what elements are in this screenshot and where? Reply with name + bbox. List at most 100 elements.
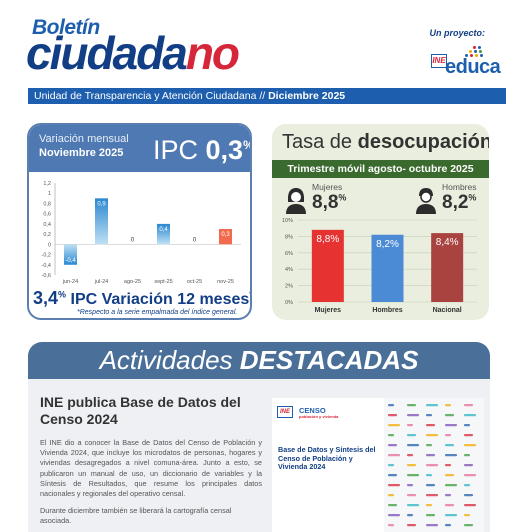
y-tick-label: 6% bbox=[285, 251, 293, 257]
unemployment-title-bold: desocupación bbox=[357, 131, 489, 153]
women-value: 8,8 bbox=[312, 192, 339, 213]
ipc-footer: 3,4% IPC Variación 12 meses* *Respecto a… bbox=[31, 288, 250, 318]
pattern-mark bbox=[407, 414, 419, 417]
y-tick-label: 0,4 bbox=[43, 222, 51, 228]
censo-cover-image: INE CENSO población y vivienda Base de D… bbox=[272, 398, 484, 532]
pattern-mark bbox=[464, 424, 470, 427]
pattern-mark bbox=[464, 514, 470, 517]
ipc-annual-text: IPC Variación 12 meses bbox=[70, 291, 250, 308]
bar bbox=[219, 229, 232, 245]
unemployment-card: Tasa de desocupación Trimestre móvil ago… bbox=[272, 124, 489, 320]
pattern-mark bbox=[445, 494, 451, 497]
x-tick-label: oct-25 bbox=[187, 279, 202, 285]
ipc-annual-title: 3,4% IPC Variación 12 meses* bbox=[33, 288, 250, 309]
pattern-mark bbox=[445, 484, 457, 487]
pattern-mark bbox=[407, 434, 416, 437]
pattern-mark bbox=[426, 504, 432, 507]
pattern-mark bbox=[407, 474, 419, 477]
pattern-mark bbox=[388, 514, 400, 517]
news-body-2: Durante diciembre también se liberará la… bbox=[40, 506, 232, 526]
pattern-mark bbox=[388, 414, 397, 417]
ipc-header: Variación mensual Noviembre 2025 IPC 0,3… bbox=[29, 125, 250, 172]
men-unit: % bbox=[468, 192, 477, 203]
bar-value-label: 8,8% bbox=[316, 234, 339, 245]
pattern-mark bbox=[464, 504, 476, 507]
ine-educa-logo: INE educa bbox=[431, 46, 501, 80]
ipc-annual-star: * bbox=[249, 290, 250, 300]
pattern-mark bbox=[426, 424, 435, 427]
bar-value-label: 0,4 bbox=[159, 227, 168, 233]
ipc-bar-chart: 1,2 1 0,8 0,6 0,4 0,2 0 -0,2 -0,4 -0,6 -0,4 jun-24 0… bbox=[42, 181, 241, 285]
activities-section: Actividades DESTACADAS INE publica Base … bbox=[28, 342, 490, 532]
y-tick-label: 8% bbox=[285, 234, 293, 240]
men-label: Hombres bbox=[442, 182, 477, 192]
bar bbox=[371, 234, 404, 302]
pattern-mark bbox=[445, 454, 457, 457]
ipc-footnote: *Respecto a la serie empalmada del índic… bbox=[77, 309, 238, 316]
y-tick-label: -0,4 bbox=[42, 263, 51, 269]
pattern-mark bbox=[426, 414, 432, 417]
x-tick-label: Hombres bbox=[372, 307, 402, 314]
brand-big-end: no bbox=[185, 27, 240, 79]
bar bbox=[157, 223, 170, 245]
women-label: Mujeres bbox=[312, 182, 343, 192]
pattern-mark bbox=[407, 424, 413, 427]
pattern-mark bbox=[388, 494, 394, 497]
ipc-card: Variación mensual Noviembre 2025 IPC 0,3… bbox=[27, 123, 252, 320]
subtitle-date: Diciembre 2025 bbox=[268, 90, 346, 102]
pattern-mark bbox=[426, 444, 432, 447]
pattern-mark bbox=[445, 474, 454, 477]
y-tick-label: 0,2 bbox=[43, 232, 51, 238]
pattern-mark bbox=[407, 404, 416, 407]
bar-value-label: 8,4% bbox=[436, 237, 459, 248]
ipc-index-unit: % bbox=[243, 138, 250, 152]
educa-text: educa bbox=[445, 56, 501, 78]
pattern-mark bbox=[388, 524, 394, 527]
pattern-mark bbox=[407, 524, 416, 527]
bar bbox=[431, 233, 464, 302]
pattern-mark bbox=[464, 414, 476, 417]
pattern-mark bbox=[464, 524, 473, 527]
x-tick-label: ago-25 bbox=[124, 279, 141, 285]
bar-value-label: 0,3 bbox=[221, 232, 230, 238]
pattern-mark bbox=[407, 494, 416, 497]
pattern-mark bbox=[388, 444, 397, 447]
bar-value-label: -0,4 bbox=[65, 258, 76, 264]
y-tick-label: 10% bbox=[282, 218, 293, 224]
pattern-mark bbox=[464, 494, 473, 497]
pattern-mark bbox=[407, 514, 413, 517]
news-title: INE publica Base de Datos del Censo 2024 bbox=[40, 394, 241, 427]
pattern-mark bbox=[464, 484, 470, 487]
pattern-mark bbox=[426, 474, 432, 477]
pattern-mark bbox=[445, 504, 454, 507]
pattern-mark bbox=[426, 434, 438, 437]
unemployment-title: Tasa de desocupación bbox=[282, 131, 489, 154]
pattern-mark bbox=[388, 474, 397, 477]
bar-value-label: 0 bbox=[193, 237, 197, 243]
activities-heading-light: Actividades bbox=[99, 345, 233, 375]
brand-small-text: Boletín bbox=[32, 16, 100, 39]
x-tick-label: sept-25 bbox=[154, 279, 172, 285]
ipc-index-name: IPC bbox=[153, 135, 199, 165]
ipc-headline: IPC 0,3% bbox=[153, 135, 250, 166]
pattern-mark bbox=[445, 524, 451, 527]
censo-cover-title: Base de Datos y Síntesis del Censo de Po… bbox=[278, 445, 376, 471]
pattern-mark bbox=[426, 524, 438, 527]
brand-big-text: ciudadano bbox=[26, 27, 240, 79]
unemployment-period: Trimestre móvil agosto- octubre 2025 bbox=[272, 160, 489, 178]
activities-heading: Actividades DESTACADAS bbox=[28, 342, 490, 379]
bar-value-label: 8,2% bbox=[376, 239, 399, 250]
unemployment-title-light: Tasa de bbox=[282, 131, 353, 153]
women-value-line: 8,8% bbox=[312, 192, 346, 214]
pattern-mark bbox=[445, 514, 457, 517]
bar bbox=[95, 198, 108, 245]
censo-ine-logo: INE bbox=[277, 406, 293, 418]
pattern-mark bbox=[464, 404, 473, 407]
pattern-mark bbox=[407, 444, 419, 447]
pattern-mark bbox=[445, 464, 451, 467]
x-tick-label: nov-25 bbox=[217, 279, 234, 285]
pattern-mark bbox=[388, 484, 400, 487]
bar bbox=[64, 244, 77, 265]
pattern-mark bbox=[464, 464, 473, 467]
y-tick-label: -0,6 bbox=[42, 273, 51, 279]
